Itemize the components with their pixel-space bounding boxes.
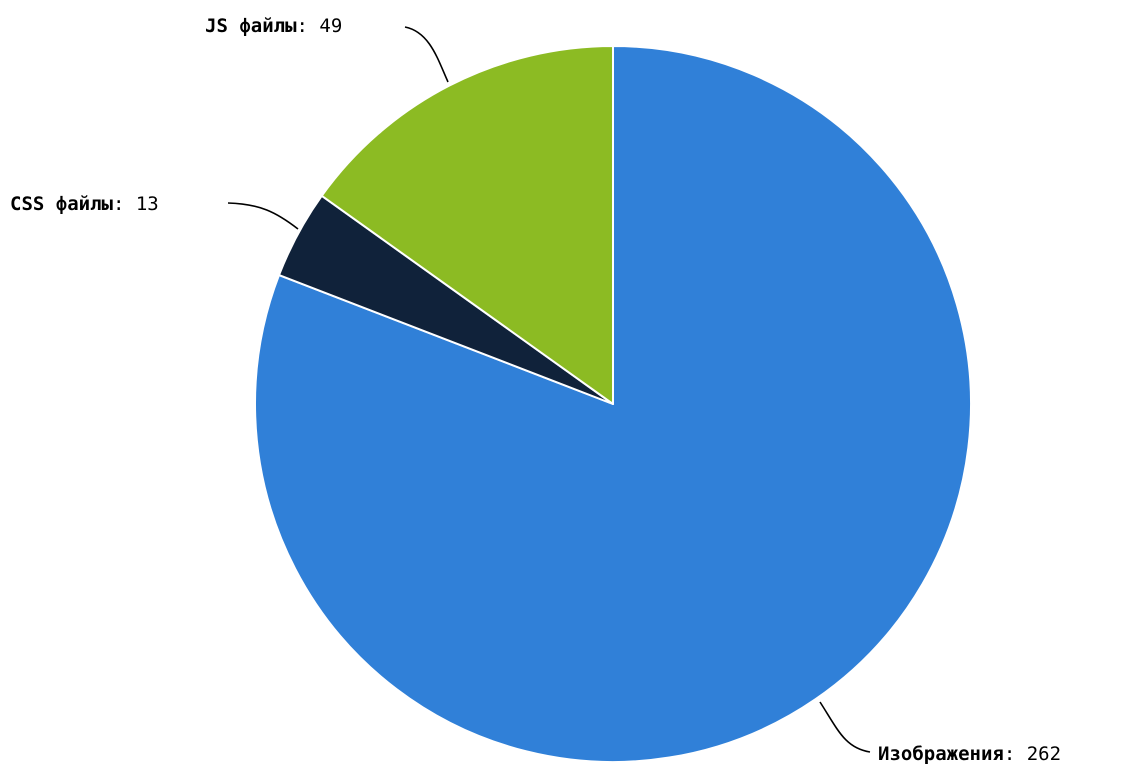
slice-label-name-0: Изображения	[878, 743, 1004, 765]
slice-label-value-0: 262	[1027, 743, 1061, 765]
slice-label-value-1: 13	[136, 193, 159, 215]
slice-label-0: Изображения: 262	[878, 743, 1061, 765]
slice-label-separator-2: :	[297, 15, 320, 37]
leader-line-0	[819, 701, 871, 753]
slices-layer	[254, 45, 972, 763]
labels-layer: Изображения: 262 CSS файлы: 13 JS файлы: 4…	[10, 15, 1061, 765]
leader-line-1	[227, 202, 299, 230]
leader-line-2	[404, 26, 449, 83]
slice-label-name-1: CSS файлы	[10, 193, 114, 215]
slice-label-separator-1: :	[113, 193, 136, 215]
slice-label-separator-0: :	[1004, 743, 1027, 765]
slice-label-value-2: 49	[319, 15, 342, 37]
leaders-layer	[227, 26, 871, 753]
slice-label-2: JS файлы: 49	[205, 15, 342, 37]
slice-label-1: CSS файлы: 13	[10, 193, 159, 215]
pie-slice-2	[320, 45, 614, 405]
slice-label-name-2: JS файлы	[205, 15, 297, 37]
